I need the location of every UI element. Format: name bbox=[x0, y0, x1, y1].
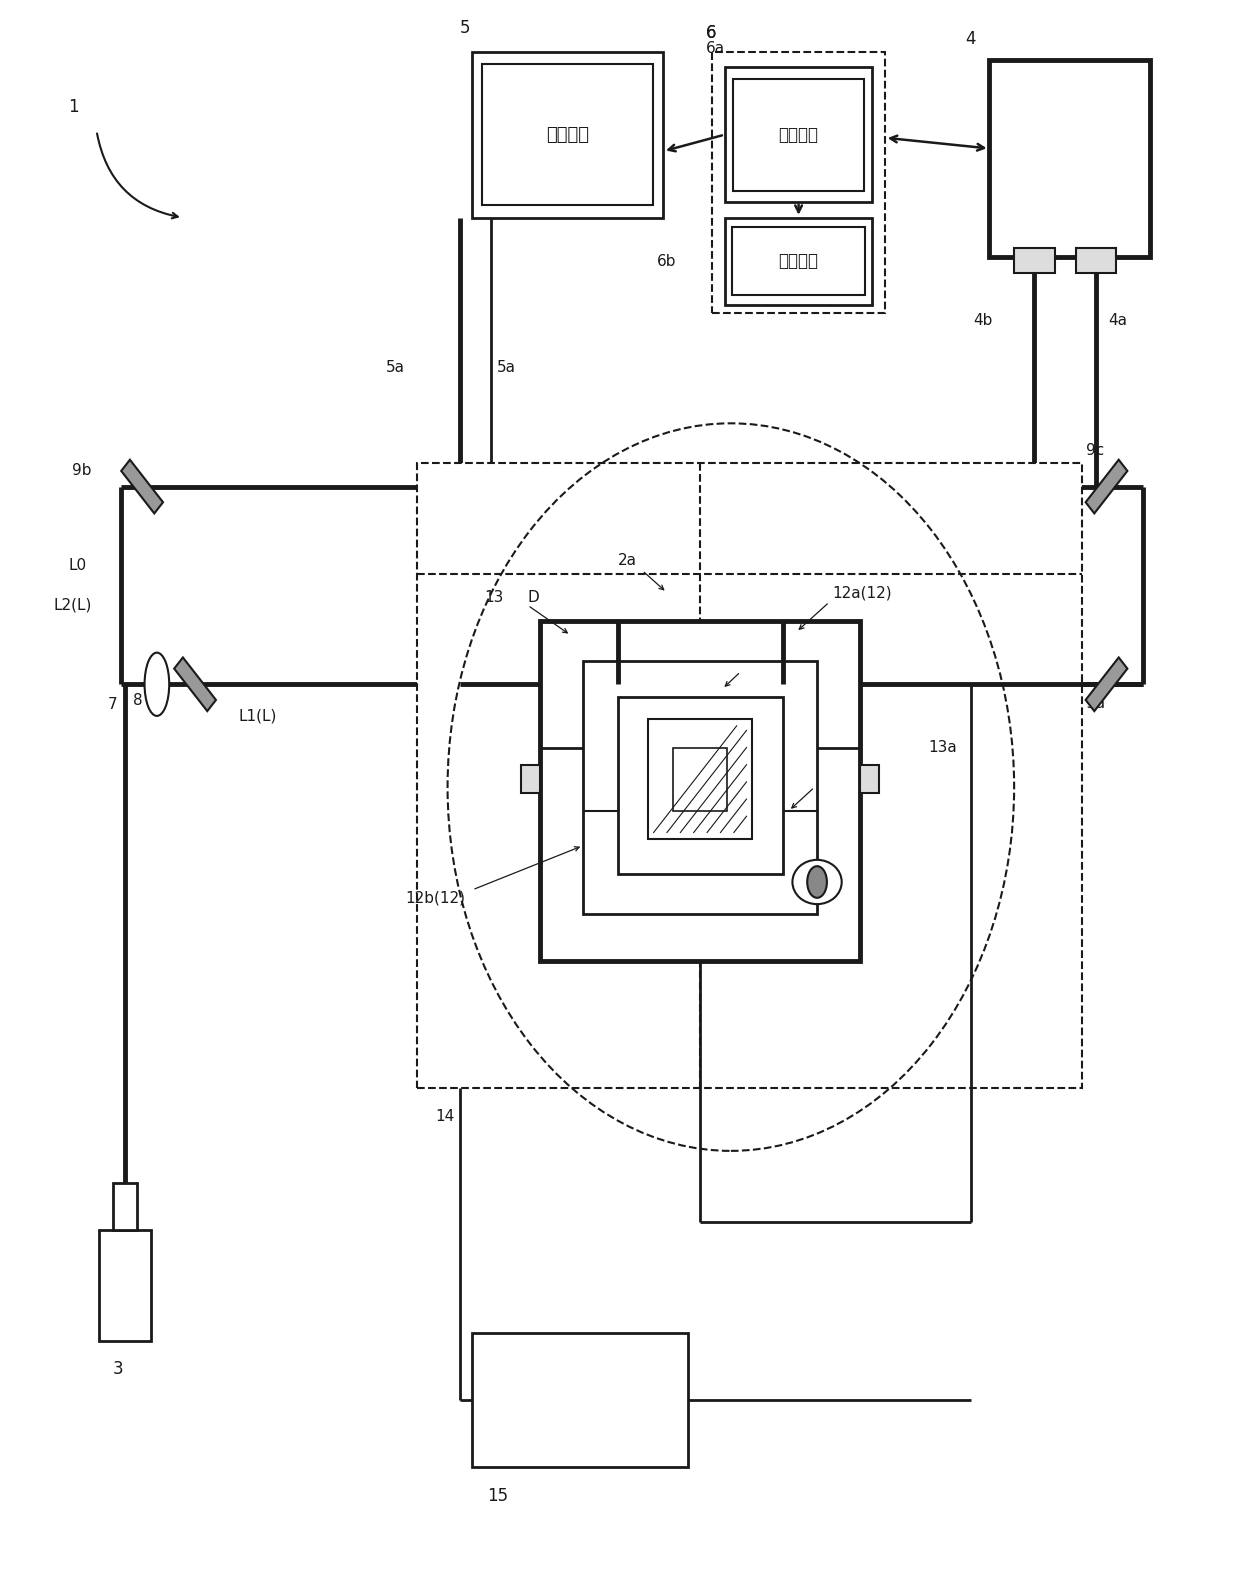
Polygon shape bbox=[174, 657, 216, 711]
Bar bbox=[1014, 248, 1055, 273]
Bar bbox=[673, 747, 727, 811]
Text: 高频电源: 高频电源 bbox=[546, 126, 589, 143]
Bar bbox=[583, 660, 817, 914]
Bar bbox=[861, 765, 879, 793]
Bar bbox=[724, 67, 873, 202]
Polygon shape bbox=[1085, 657, 1127, 711]
Bar bbox=[1076, 248, 1116, 273]
Text: P: P bbox=[701, 895, 709, 909]
Ellipse shape bbox=[145, 652, 169, 716]
Text: 10: 10 bbox=[618, 867, 637, 881]
Text: 12b(12): 12b(12) bbox=[405, 890, 466, 905]
Bar bbox=[724, 218, 873, 305]
Ellipse shape bbox=[807, 867, 827, 898]
Text: 1: 1 bbox=[68, 99, 79, 116]
Bar bbox=[472, 51, 663, 218]
Bar bbox=[990, 59, 1149, 258]
Text: 11: 11 bbox=[639, 882, 657, 897]
Text: 4: 4 bbox=[965, 30, 976, 48]
Text: 存储装置: 存储装置 bbox=[779, 253, 818, 270]
Text: 5a: 5a bbox=[386, 361, 405, 375]
Text: 2: 2 bbox=[743, 658, 753, 673]
Text: 7: 7 bbox=[108, 698, 118, 712]
Text: 5: 5 bbox=[460, 19, 470, 37]
Text: Da: Da bbox=[817, 771, 838, 787]
Text: L0: L0 bbox=[68, 558, 87, 572]
Text: 4b: 4b bbox=[973, 313, 992, 328]
Text: L2(L): L2(L) bbox=[53, 598, 92, 612]
Text: 6b: 6b bbox=[657, 254, 677, 269]
Polygon shape bbox=[1085, 460, 1127, 514]
Text: 6: 6 bbox=[707, 24, 717, 41]
Bar bbox=[417, 463, 1081, 1088]
Text: L1(L): L1(L) bbox=[238, 709, 277, 723]
Bar bbox=[712, 51, 885, 313]
Bar bbox=[113, 1183, 138, 1231]
Bar bbox=[472, 1332, 688, 1468]
Text: 8: 8 bbox=[134, 693, 143, 708]
Text: 15: 15 bbox=[487, 1487, 508, 1504]
Text: 控制装置: 控制装置 bbox=[779, 126, 818, 143]
Bar bbox=[649, 719, 751, 840]
Text: 2a: 2a bbox=[618, 553, 636, 568]
Text: 13a: 13a bbox=[928, 739, 957, 755]
Polygon shape bbox=[122, 460, 162, 514]
Text: 3: 3 bbox=[113, 1359, 123, 1379]
Text: 9c: 9c bbox=[1085, 442, 1104, 458]
Text: 4a: 4a bbox=[1109, 313, 1127, 328]
Text: 14: 14 bbox=[435, 1108, 455, 1124]
Bar bbox=[618, 696, 782, 874]
Text: 6a: 6a bbox=[707, 41, 725, 56]
FancyArrowPatch shape bbox=[97, 134, 177, 218]
Text: D: D bbox=[528, 590, 539, 604]
Bar bbox=[539, 622, 861, 960]
Bar bbox=[522, 765, 539, 793]
Text: 13: 13 bbox=[485, 590, 503, 604]
Bar bbox=[482, 64, 653, 205]
Text: 9a: 9a bbox=[1085, 696, 1105, 711]
Text: 9b: 9b bbox=[72, 463, 92, 479]
Text: 6: 6 bbox=[707, 24, 717, 41]
Bar bbox=[99, 1231, 151, 1340]
Text: 12a(12): 12a(12) bbox=[832, 585, 892, 599]
Bar bbox=[732, 227, 866, 296]
Bar bbox=[733, 78, 864, 191]
Text: 5a: 5a bbox=[497, 361, 516, 375]
Ellipse shape bbox=[792, 860, 842, 905]
